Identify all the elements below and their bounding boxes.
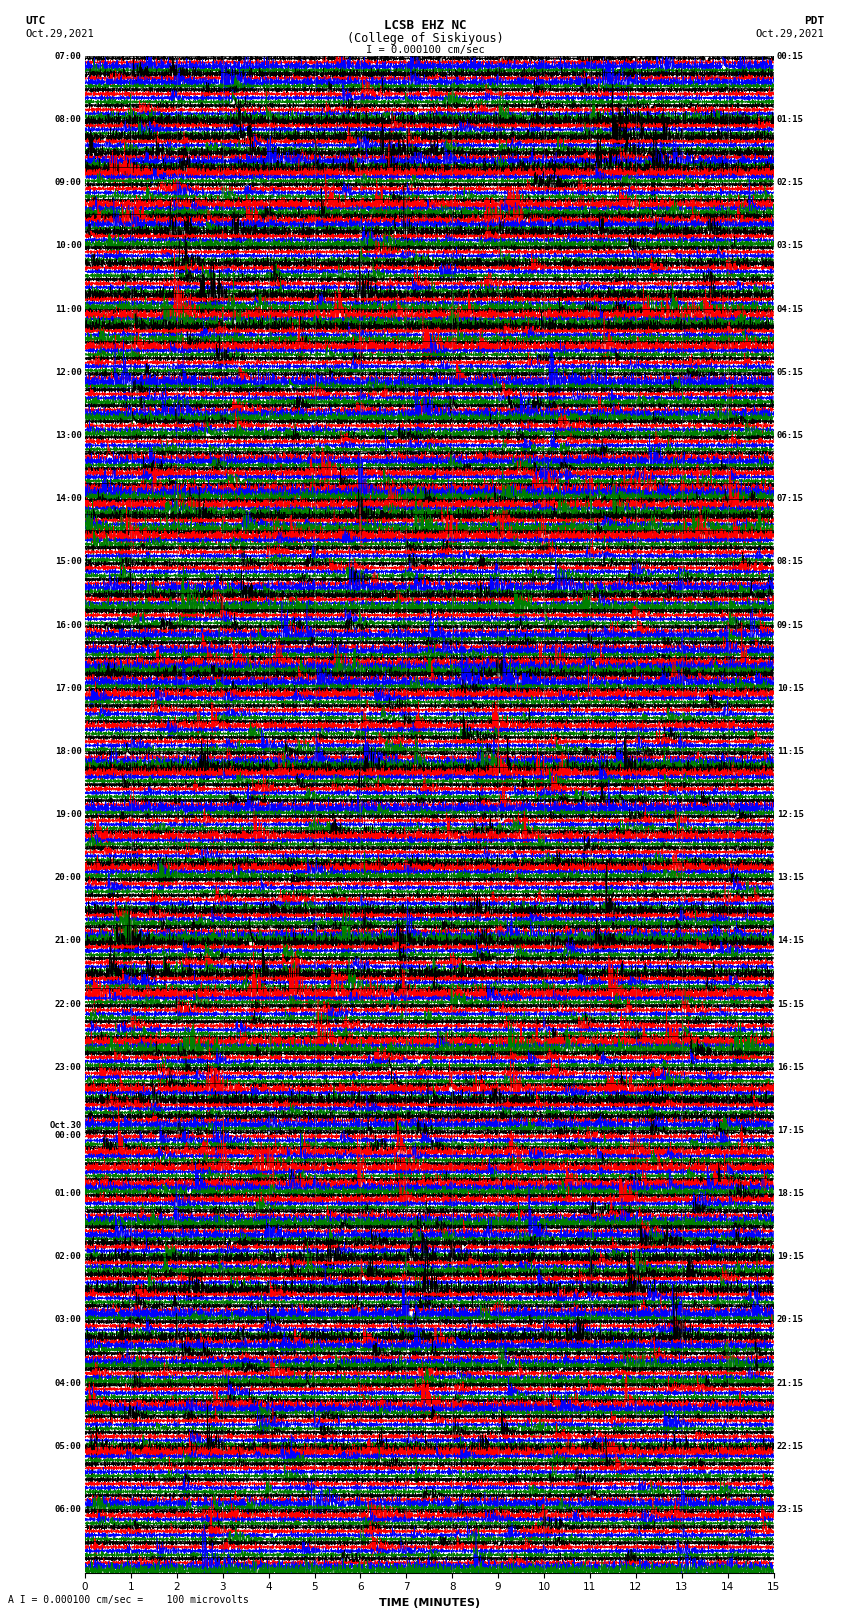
Text: 08:00: 08:00 [54, 115, 82, 124]
Text: 22:00: 22:00 [54, 1000, 82, 1008]
Text: 12:15: 12:15 [777, 810, 804, 819]
Text: Oct.30
00:00: Oct.30 00:00 [49, 1121, 82, 1140]
Text: 07:15: 07:15 [777, 494, 804, 503]
Text: 22:15: 22:15 [777, 1442, 804, 1450]
Text: 13:15: 13:15 [777, 873, 804, 882]
Text: 05:15: 05:15 [777, 368, 804, 377]
Text: 03:00: 03:00 [54, 1316, 82, 1324]
Text: 17:00: 17:00 [54, 684, 82, 692]
Text: 17:15: 17:15 [777, 1126, 804, 1136]
Text: 10:00: 10:00 [54, 242, 82, 250]
Text: (College of Siskiyous): (College of Siskiyous) [347, 32, 503, 45]
Text: 09:00: 09:00 [54, 179, 82, 187]
Text: 14:00: 14:00 [54, 494, 82, 503]
Text: 13:00: 13:00 [54, 431, 82, 440]
X-axis label: TIME (MINUTES): TIME (MINUTES) [379, 1598, 479, 1608]
Text: 02:00: 02:00 [54, 1252, 82, 1261]
Text: 18:00: 18:00 [54, 747, 82, 756]
Text: 11:15: 11:15 [777, 747, 804, 756]
Text: 18:15: 18:15 [777, 1189, 804, 1198]
Text: 15:00: 15:00 [54, 558, 82, 566]
Text: PDT: PDT [804, 16, 824, 26]
Text: Oct.29,2021: Oct.29,2021 [756, 29, 824, 39]
Text: 16:15: 16:15 [777, 1063, 804, 1071]
Text: 12:00: 12:00 [54, 368, 82, 377]
Text: 06:00: 06:00 [54, 1505, 82, 1515]
Text: 21:15: 21:15 [777, 1379, 804, 1387]
Text: 03:15: 03:15 [777, 242, 804, 250]
Text: Oct.29,2021: Oct.29,2021 [26, 29, 94, 39]
Text: 01:15: 01:15 [777, 115, 804, 124]
Text: 19:00: 19:00 [54, 810, 82, 819]
Text: 11:00: 11:00 [54, 305, 82, 313]
Text: 01:00: 01:00 [54, 1189, 82, 1198]
Text: UTC: UTC [26, 16, 46, 26]
Text: 00:15: 00:15 [777, 52, 804, 61]
Text: 10:15: 10:15 [777, 684, 804, 692]
Text: 14:15: 14:15 [777, 937, 804, 945]
Text: LCSB EHZ NC: LCSB EHZ NC [383, 19, 467, 32]
Text: 02:15: 02:15 [777, 179, 804, 187]
Text: 04:00: 04:00 [54, 1379, 82, 1387]
Text: 20:15: 20:15 [777, 1316, 804, 1324]
Text: 04:15: 04:15 [777, 305, 804, 313]
Text: 05:00: 05:00 [54, 1442, 82, 1450]
Text: A I = 0.000100 cm/sec =    100 microvolts: A I = 0.000100 cm/sec = 100 microvolts [8, 1595, 249, 1605]
Text: 07:00: 07:00 [54, 52, 82, 61]
Text: 20:00: 20:00 [54, 873, 82, 882]
Text: 15:15: 15:15 [777, 1000, 804, 1008]
Text: 23:15: 23:15 [777, 1505, 804, 1515]
Text: I = 0.000100 cm/sec: I = 0.000100 cm/sec [366, 45, 484, 55]
Text: 06:15: 06:15 [777, 431, 804, 440]
Text: 21:00: 21:00 [54, 937, 82, 945]
Text: 09:15: 09:15 [777, 621, 804, 629]
Text: 19:15: 19:15 [777, 1252, 804, 1261]
Text: 23:00: 23:00 [54, 1063, 82, 1071]
Text: 16:00: 16:00 [54, 621, 82, 629]
Text: 08:15: 08:15 [777, 558, 804, 566]
